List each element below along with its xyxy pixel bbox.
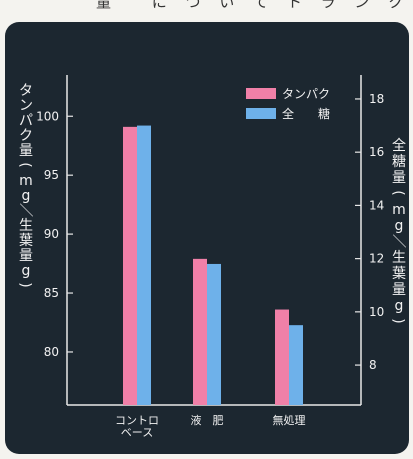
y-left-axis-label: g	[22, 188, 31, 204]
y-right-axis-label: 葉	[392, 266, 406, 282]
bar	[137, 125, 151, 405]
y-left-tick-label: 100	[36, 109, 59, 123]
bar	[207, 263, 221, 405]
chart-labels: 8085909510081012141618コントロベース液 肥無処理タンパク量…	[17, 83, 406, 439]
legend-label: タンパク	[282, 87, 330, 101]
y-left-axis-label: (	[17, 162, 33, 167]
y-right-axis-label: 量	[392, 170, 406, 186]
x-tick-label: 無処理	[273, 413, 306, 427]
y-left-axis-label: 葉	[19, 233, 33, 249]
x-tick-label: 液 肥	[191, 413, 224, 427]
y-left-axis-label: パ	[19, 113, 33, 129]
y-right-axis-label: 量	[392, 282, 406, 298]
y-right-axis-label: 全	[392, 137, 406, 154]
y-left-tick-label: 90	[44, 227, 59, 241]
y-right-axis-label: 糖	[392, 154, 406, 170]
top-text-fragment: 量 に つ い て ト ラ ン ク 〜 ト ウ	[0, 0, 413, 20]
legend-swatch	[246, 88, 276, 99]
y-left-axis-label: ン	[19, 98, 33, 114]
y-left-axis-label: 量	[19, 143, 33, 159]
y-left-axis-label: タ	[19, 83, 33, 99]
y-left-axis-label: 量	[19, 248, 33, 264]
y-left-axis-label: g	[22, 263, 31, 279]
y-right-tick-label: 8	[369, 358, 377, 372]
bar	[123, 126, 137, 405]
bar	[289, 325, 303, 405]
legend-label: 全 糖	[282, 106, 330, 121]
y-left-axis-label: 生	[19, 218, 33, 234]
y-right-tick-label: 12	[369, 252, 384, 266]
y-left-axis-label: )	[17, 282, 33, 287]
y-right-axis-label: 生	[392, 250, 406, 266]
x-tick-label: コントロ	[115, 414, 159, 427]
chart-axes	[66, 75, 362, 406]
y-left-axis-label: m	[19, 173, 33, 189]
y-right-tick-label: 10	[369, 305, 384, 319]
y-right-axis-label: m	[392, 202, 406, 218]
chart-bars	[123, 125, 303, 405]
y-left-tick-label: 85	[44, 286, 59, 300]
header-fragment: 量 に つ い て ト ラ ン ク 〜 ト ウ	[96, 0, 413, 11]
y-right-axis-label: (	[390, 190, 406, 195]
legend-swatch	[246, 108, 276, 119]
x-tick-label: ベース	[121, 426, 153, 439]
y-left-axis-label: ／	[17, 203, 33, 217]
y-left-tick-label: 95	[44, 168, 59, 182]
y-left-tick-label: 80	[44, 345, 59, 359]
y-right-axis-label: g	[395, 298, 404, 314]
y-right-axis-label: g	[395, 218, 404, 234]
y-right-axis-label: ／	[390, 234, 406, 248]
y-right-tick-label: 16	[369, 145, 384, 159]
y-right-tick-label: 14	[369, 198, 384, 212]
bar	[193, 258, 207, 405]
y-right-tick-label: 18	[369, 92, 384, 106]
y-left-axis-label: ク	[19, 128, 33, 144]
y-right-axis-label: )	[390, 318, 406, 323]
bar	[275, 309, 289, 405]
